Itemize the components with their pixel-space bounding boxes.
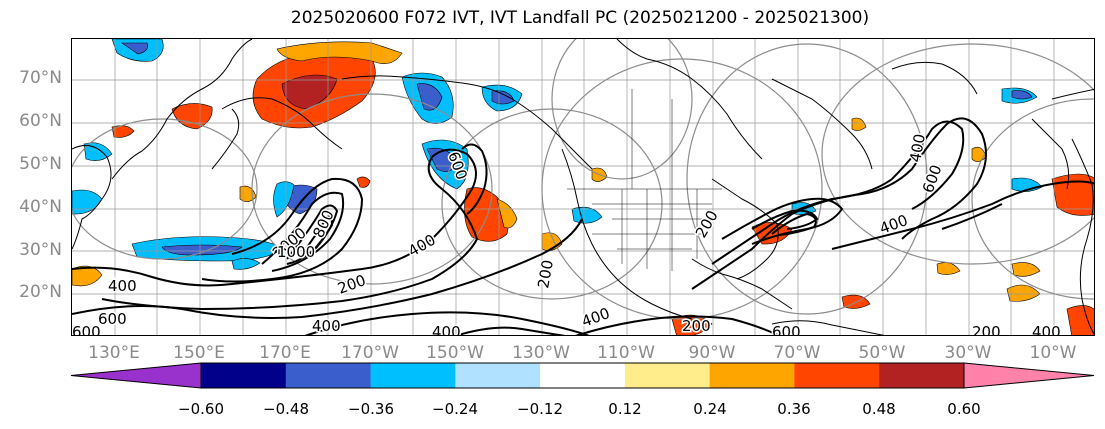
colorbar-swatch [709,363,795,388]
colorbar-tick: 0.48 [862,400,896,418]
lon-label-150e: 150°E [173,343,225,363]
contour-label: 400 [877,211,910,238]
colorbar-tick: −0.48 [263,400,309,418]
colorbar-tick: 0.12 [608,400,642,418]
contour-label: 400 [405,231,439,261]
contour-label: 200 [972,323,1001,336]
lat-label-60n: 60°N [19,111,62,131]
colorbar-tick: 0.36 [777,400,811,418]
lon-label-70w: 70°W [773,343,821,363]
colorbar-tick: −0.24 [432,400,478,418]
contour-label: 600 [772,323,801,336]
lat-label-70n: 70°N [19,68,62,88]
lon-label-30w: 30°W [944,343,992,363]
contour-label: 200 [534,258,557,289]
contour-label: 400 [312,317,341,335]
lon-label-10w: 10°W [1029,343,1077,363]
colorbar-tick: 0.60 [947,400,981,418]
contour-label: 600 [98,310,127,328]
lon-label-170e: 170°E [259,343,311,363]
positive-anomaly-patches [72,41,1094,335]
lat-label-50n: 50°N [19,154,62,174]
coastlines [72,39,1094,335]
colorbar-swatch [285,363,372,388]
lon-label-170w: 170°W [341,343,399,363]
contour-label: 200 [682,317,711,335]
lon-label-150w: 150°W [426,343,484,363]
negative-anomaly-patches [72,39,1043,270]
colorbar-tick: 0.24 [693,400,727,418]
map-title: 2025020600 F072 IVT, IVT Landfall PC (20… [290,8,870,28]
colorbar-swatch [455,363,541,388]
contour-label: 400 [432,323,461,336]
ivt-contours [72,117,1094,335]
political-borders [567,89,722,271]
colorbar-extend-low [71,363,201,388]
map-panel: 2000 1000 800 600 400 200 400 600 400 20… [71,38,1095,336]
lon-label-110w: 110°W [597,343,655,363]
contour-label: 1000 [277,243,315,261]
contour-label: 400 [108,277,137,295]
colorbar-swatches [71,363,1094,388]
colorbar-swatch [794,363,880,388]
colorbar-tick: −0.12 [517,400,563,418]
lon-label-90w: 90°W [688,343,736,363]
lon-label-130e: 130°E [88,343,140,363]
contour-label: 400 [1032,323,1061,336]
lon-label-130w: 130°W [512,343,570,363]
lat-label-40n: 40°N [19,197,62,217]
colorbar-swatch [370,363,456,388]
colorbar-swatch [201,363,287,388]
colorbar-tick: −0.60 [178,400,224,418]
colorbar-swatch [879,363,965,388]
contour-label: 200 [692,207,722,241]
lon-label-50w: 50°W [858,343,906,363]
colorbar-tick: −0.36 [348,400,394,418]
range-circles [72,39,1094,320]
lat-label-20n: 20°N [19,282,62,302]
colorbar-swatch [540,363,626,388]
contour-label: 600 [919,162,946,195]
colorbar-swatch [624,363,711,388]
contour-labels: 2000 1000 800 600 400 200 400 600 400 20… [72,131,1062,336]
ivt-map: 2000 1000 800 600 400 200 400 600 400 20… [72,39,1094,336]
colorbar-extend-high [964,363,1094,388]
contour-label: 600 [72,323,101,336]
lat-label-30n: 30°N [19,240,62,260]
contour-label: 800 [309,207,337,241]
lat-lon-grid [72,39,1094,335]
